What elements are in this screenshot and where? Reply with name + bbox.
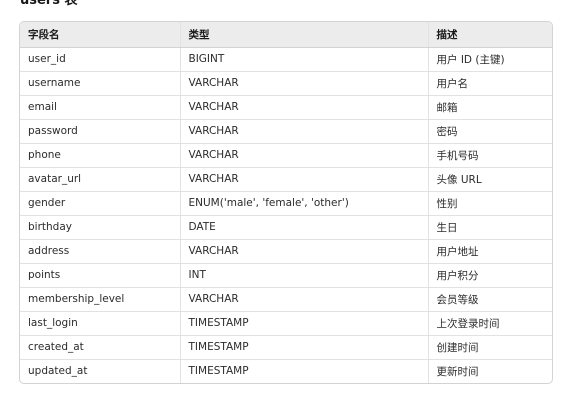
cell-description: 上次登录时间 xyxy=(427,310,552,335)
table-row: updated_at TIMESTAMP 更新时间 xyxy=(20,358,552,383)
cell-type: VARCHAR xyxy=(179,286,428,311)
cell-field-name: updated_at xyxy=(20,358,180,383)
cell-field-name: address xyxy=(20,238,180,263)
cell-type: VARCHAR xyxy=(179,94,428,119)
cell-description: 生日 xyxy=(427,214,552,239)
cell-description: 头像 URL xyxy=(427,166,552,191)
table-header: 字段名 类型 描述 xyxy=(20,22,552,48)
table-row: email VARCHAR 邮箱 xyxy=(20,94,552,119)
cell-description: 用户 ID (主键) xyxy=(427,47,552,71)
table-row: created_at TIMESTAMP 创建时间 xyxy=(20,334,552,359)
cell-description: 用户积分 xyxy=(427,262,552,287)
table-heading: users 表 xyxy=(20,0,78,8)
cell-description: 用户地址 xyxy=(427,238,552,263)
cell-type: TIMESTAMP xyxy=(179,310,428,335)
cell-field-name: points xyxy=(20,262,180,287)
table-row: last_login TIMESTAMP 上次登录时间 xyxy=(20,310,552,335)
table-row: gender ENUM('male', 'female', 'other') 性别 xyxy=(20,190,552,215)
table-body: user_id BIGINT 用户 ID (主键) username VARCHAR 用户… xyxy=(20,47,552,383)
cell-description: 性别 xyxy=(427,190,552,215)
cell-type: INT xyxy=(179,262,428,287)
cell-description: 邮箱 xyxy=(427,94,552,119)
cell-description: 创建时间 xyxy=(427,334,552,359)
cell-field-name: created_at xyxy=(20,334,180,359)
cell-field-name: gender xyxy=(20,190,180,215)
cell-field-name: email xyxy=(20,94,180,119)
cell-field-name: avatar_url xyxy=(20,166,180,191)
cell-type: VARCHAR xyxy=(179,166,428,191)
table-row: avatar_url VARCHAR 头像 URL xyxy=(20,166,552,191)
cell-type: VARCHAR xyxy=(179,142,428,167)
cell-field-name: birthday xyxy=(20,214,180,239)
header-field-name: 字段名 xyxy=(20,22,180,48)
cell-type: VARCHAR xyxy=(179,238,428,263)
cell-description: 手机号码 xyxy=(427,142,552,167)
table-row: password VARCHAR 密码 xyxy=(20,118,552,143)
cell-field-name: last_login xyxy=(20,310,180,335)
cell-type: VARCHAR xyxy=(179,70,428,95)
users-table: 字段名 类型 描述 user_id BIGINT 用户 ID (主键) usernam… xyxy=(20,22,552,383)
cell-field-name: password xyxy=(20,118,180,143)
table-row: points INT 用户积分 xyxy=(20,262,552,287)
header-type: 类型 xyxy=(179,22,428,48)
table-row: birthday DATE 生日 xyxy=(20,214,552,239)
cell-description: 会员等级 xyxy=(427,286,552,311)
cell-field-name: membership_level xyxy=(20,286,180,311)
cell-type: BIGINT xyxy=(179,47,428,71)
table-row: address VARCHAR 用户地址 xyxy=(20,238,552,263)
cell-type: TIMESTAMP xyxy=(179,358,428,383)
table-row: membership_level VARCHAR 会员等级 xyxy=(20,286,552,311)
cell-type: TIMESTAMP xyxy=(179,334,428,359)
users-table-container: 字段名 类型 描述 user_id BIGINT 用户 ID (主键) usernam… xyxy=(19,21,553,384)
table-row: phone VARCHAR 手机号码 xyxy=(20,142,552,167)
header-row: 字段名 类型 描述 xyxy=(20,22,552,48)
table-row: username VARCHAR 用户名 xyxy=(20,70,552,95)
table-row: user_id BIGINT 用户 ID (主键) xyxy=(20,47,552,71)
cell-type: VARCHAR xyxy=(179,118,428,143)
cell-type: ENUM('male', 'female', 'other') xyxy=(179,190,428,215)
cell-field-name: user_id xyxy=(28,53,66,65)
cell-type: DATE xyxy=(179,214,428,239)
cell-description: 更新时间 xyxy=(427,358,552,383)
cell-description: 用户名 xyxy=(427,70,552,95)
cell-description: 密码 xyxy=(427,118,552,143)
cell-field-name: username xyxy=(20,70,180,95)
cell-field-name: phone xyxy=(20,142,180,167)
header-description: 描述 xyxy=(427,22,552,48)
